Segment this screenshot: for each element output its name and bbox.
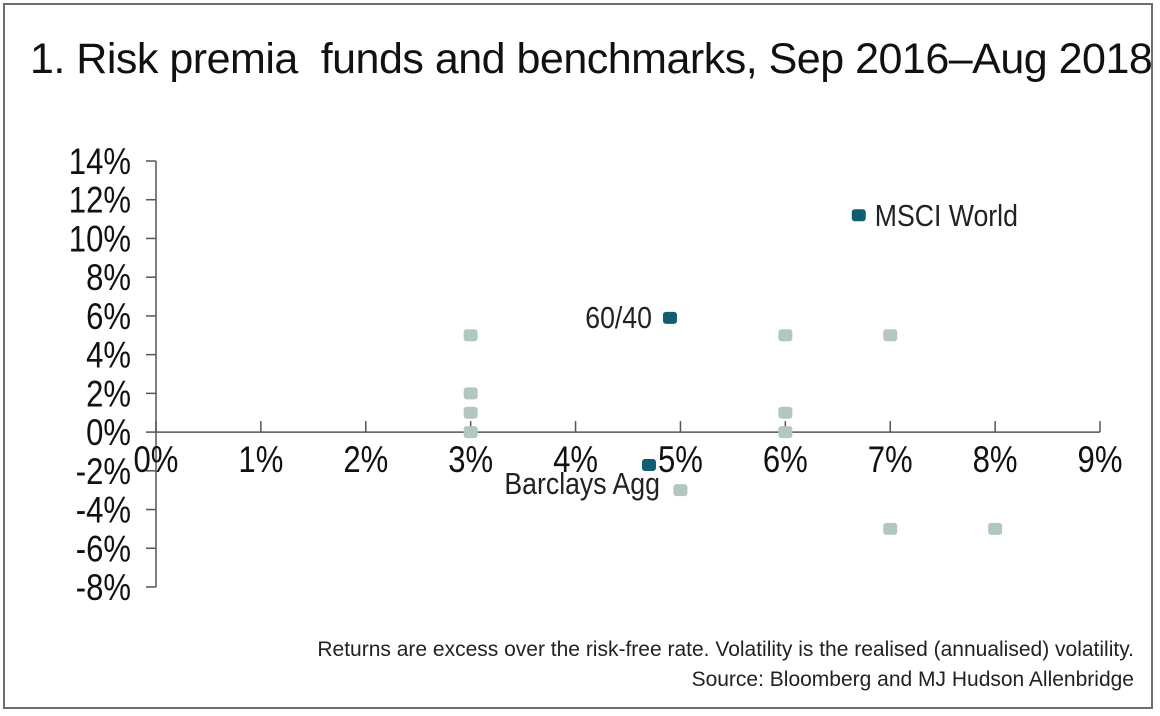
y-tick-label: 10%	[69, 219, 131, 260]
x-tick-label: 5%	[658, 440, 703, 481]
y-tick-label: 6%	[86, 296, 131, 337]
fund-point	[883, 329, 898, 342]
fund-point	[988, 522, 1003, 535]
x-tick-label: 8%	[973, 440, 1018, 481]
y-tick-label: 2%	[86, 374, 131, 415]
chart-frame	[3, 3, 1153, 709]
fund-point	[778, 426, 793, 439]
chart-title: 1. Risk premia funds and benchmarks, Sep…	[30, 35, 1153, 83]
fund-point	[463, 406, 478, 419]
x-tick-label: 2%	[343, 440, 388, 481]
fund-point	[463, 329, 478, 342]
y-tick-label: -2%	[76, 451, 131, 492]
point-label: Barclays Agg	[504, 467, 660, 501]
x-tick-label: 7%	[868, 440, 913, 481]
y-tick-label: -6%	[76, 529, 131, 570]
benchmark-point	[662, 311, 677, 324]
benchmark-point	[641, 459, 656, 472]
y-tick-label: 14%	[69, 142, 131, 183]
fund-point	[463, 387, 478, 400]
x-tick-label: 1%	[238, 440, 283, 481]
fund-point	[778, 406, 793, 419]
point-label: MSCI World	[875, 199, 1018, 233]
y-tick-label: 0%	[86, 413, 131, 454]
footnote: Returns are excess over the risk-free ra…	[317, 638, 1134, 661]
y-tick-label: 12%	[69, 180, 131, 221]
x-tick-label: 6%	[763, 440, 808, 481]
fund-point	[463, 426, 478, 439]
x-tick-label: 0%	[134, 440, 179, 481]
y-tick-label: 8%	[86, 258, 131, 299]
y-tick-label: -8%	[76, 568, 131, 609]
y-tick-label: 4%	[86, 335, 131, 376]
fund-point	[883, 522, 898, 535]
fund-point	[673, 484, 688, 497]
x-tick-label: 9%	[1078, 440, 1123, 481]
y-tick-label: -4%	[76, 490, 131, 531]
fund-point	[778, 329, 793, 342]
x-tick-label: 4%	[553, 440, 598, 481]
source-note: Source: Bloomberg and MJ Hudson Allenbri…	[691, 668, 1134, 691]
x-tick-label: 3%	[448, 440, 493, 481]
benchmark-point	[851, 209, 866, 222]
point-label: 60/40	[585, 301, 652, 335]
